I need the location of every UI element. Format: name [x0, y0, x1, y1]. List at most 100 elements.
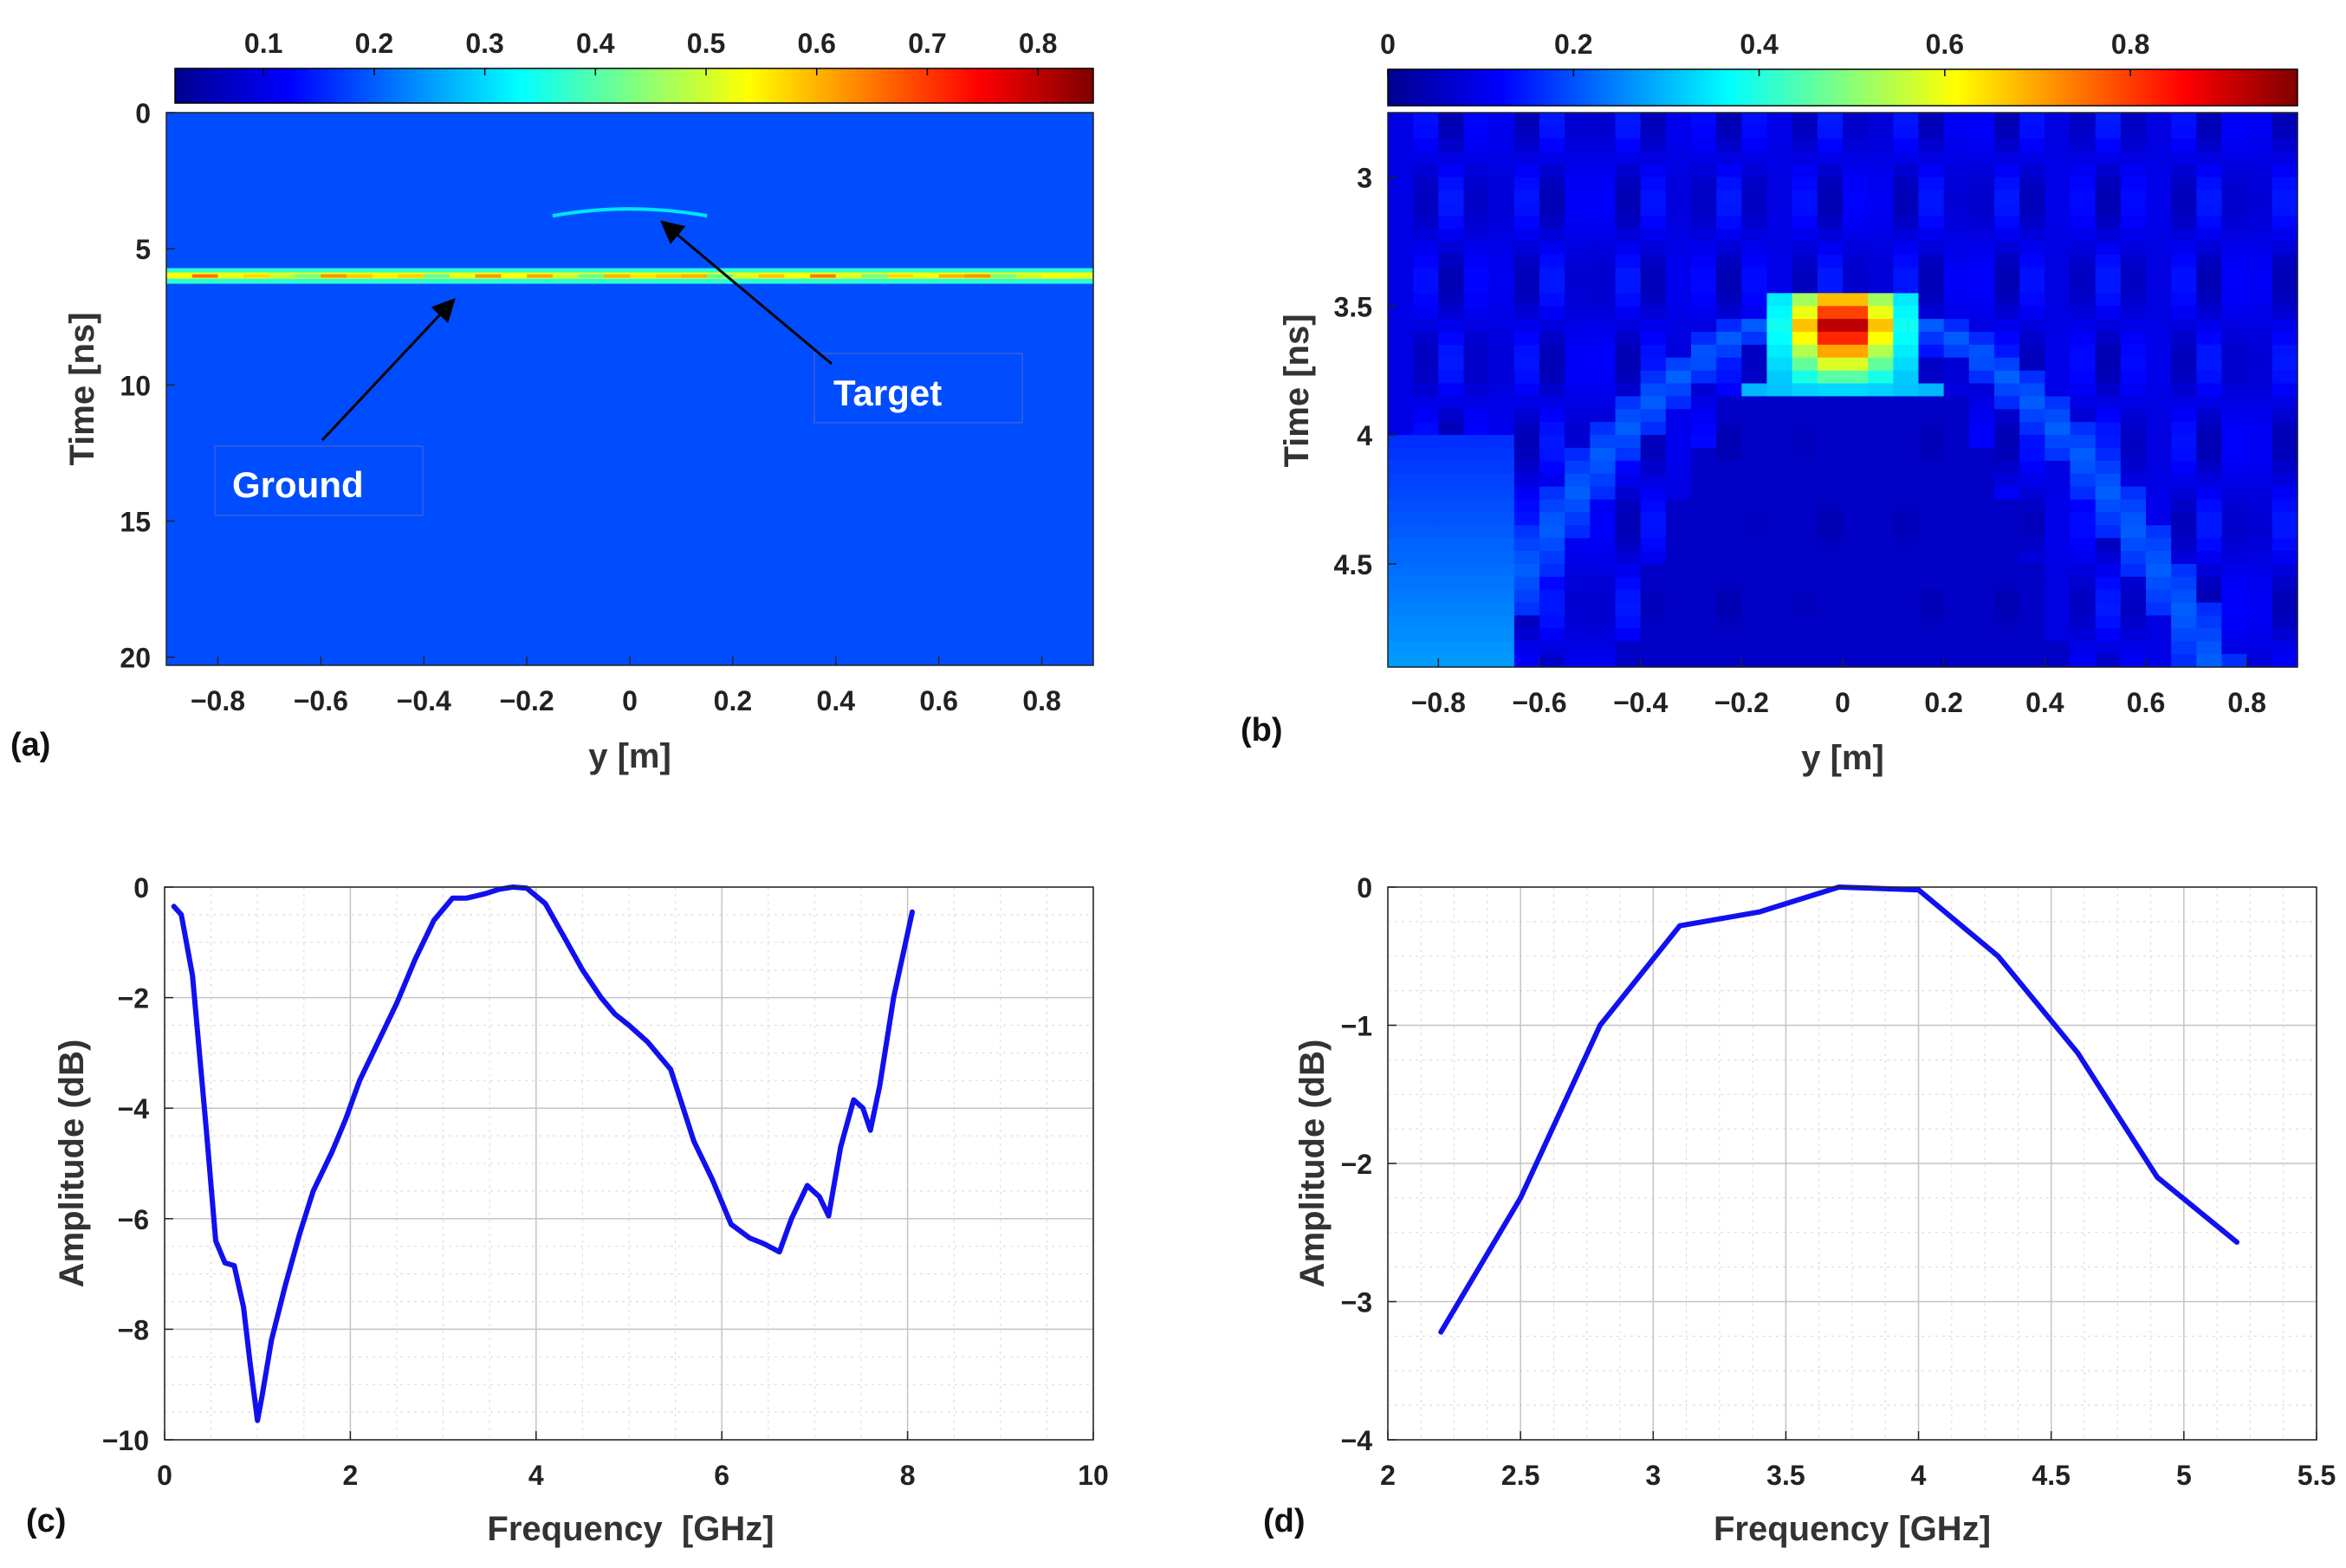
heatmap-cell	[1513, 525, 1540, 539]
heatmap-cell	[1665, 203, 1692, 217]
y-tick-label: −2	[118, 983, 149, 1014]
heatmap-cell	[1590, 344, 1617, 359]
heatmap-cell	[2171, 512, 2197, 526]
heatmap-cell	[2146, 216, 2172, 230]
heatmap-cell	[1943, 357, 1970, 372]
heatmap-cell	[1994, 641, 2020, 655]
colorbar-b-ticks: 0 0.2 0.4 0.6 0.8	[1380, 29, 2149, 76]
heatmap-cell	[1640, 563, 1667, 578]
heatmap-cell	[1766, 370, 1793, 385]
heatmap-cell	[1868, 370, 1894, 385]
heatmap-cell	[2146, 280, 2172, 294]
heatmap-cell	[1843, 460, 1869, 475]
heatmap-cell	[2221, 113, 2248, 126]
heatmap-cell	[1868, 615, 1894, 629]
heatmap-cell	[1691, 280, 1717, 294]
x-tick-label: −0.4	[397, 685, 451, 716]
heatmap-cell	[2120, 473, 2147, 488]
heatmap-cell	[2095, 177, 2122, 191]
heatmap-cell	[1615, 332, 1642, 346]
heatmap-cell	[2070, 460, 2096, 475]
heatmap-cell	[1691, 615, 1717, 629]
target-return	[552, 207, 708, 218]
y-tick-label: 3.5	[1334, 291, 1372, 322]
heatmap-cell	[2196, 525, 2223, 539]
heatmap-cell	[1843, 628, 1869, 642]
heatmap-cell	[1615, 113, 1642, 126]
heatmap-cell	[1438, 177, 1465, 191]
y-ticks-d: −4−3−2−10	[1341, 872, 1397, 1456]
heatmap-cell	[2246, 486, 2273, 501]
heatmap-cell	[2120, 190, 2147, 204]
heatmap-cell	[1893, 228, 1920, 243]
heatmap-cell	[1665, 447, 1692, 462]
heatmap-cell	[1817, 525, 1844, 539]
heatmap-cell	[1741, 409, 1768, 423]
heatmap-cell	[1943, 396, 1970, 410]
heatmap-cell	[1640, 177, 1667, 191]
heatmap-cell	[1413, 486, 1439, 501]
heatmap-cell	[1590, 460, 1617, 475]
heatmap-cell	[1868, 435, 1894, 449]
heatmap-cell	[2171, 203, 2197, 217]
heatmap-cell	[1994, 319, 2020, 333]
heatmap-cell	[1513, 306, 1540, 320]
heatmap-cell	[1463, 138, 1490, 152]
x-tick-label: 0.4	[817, 685, 856, 716]
heatmap-cell	[2271, 473, 2298, 488]
heatmap-cell	[1388, 615, 1414, 629]
heatmap-cell	[2271, 538, 2298, 552]
heatmap-cell	[1918, 151, 1945, 165]
heatmap-cell	[1513, 615, 1540, 629]
heatmap-cell	[2146, 357, 2172, 372]
heatmap-cell	[1893, 306, 1920, 320]
heatmap-cell	[1868, 332, 1894, 346]
heatmap-cell	[1539, 422, 1565, 436]
heatmap-cell	[2196, 125, 2223, 139]
heatmap-cell	[2070, 332, 2096, 346]
heatmap-cell	[1590, 332, 1617, 346]
heatmap-cell	[1565, 473, 1591, 488]
heatmap-cell	[1817, 602, 1844, 617]
heatmap-cell	[2196, 641, 2223, 655]
heatmap-cell	[2095, 138, 2122, 152]
heatmap-cell	[1691, 344, 1717, 359]
heatmap-cell	[2246, 563, 2273, 578]
heatmap-cell	[1565, 370, 1591, 385]
colorbar-tick-label: 0.4	[576, 28, 615, 59]
heatmap-cell	[2246, 267, 2273, 282]
heatmap-cell	[1640, 628, 1667, 642]
heatmap-cell	[1691, 396, 1717, 410]
heatmap-cell	[1716, 499, 1742, 513]
x-tick-label: −0.6	[294, 685, 348, 716]
heatmap-cell	[1665, 383, 1692, 398]
heatmap-cell	[1994, 280, 2020, 294]
heatmap-cell	[1893, 409, 1920, 423]
heatmap-cell	[1918, 551, 1945, 565]
heatmap-cell	[1994, 113, 2020, 126]
heatmap-cell	[1716, 512, 1742, 526]
heatmap-cell	[1817, 254, 1844, 269]
heatmap-cell	[2120, 383, 2147, 398]
heatmap-cell	[1766, 164, 1793, 178]
heatmap-cell	[2045, 357, 2071, 372]
heatmap-cell	[2196, 460, 2223, 475]
heatmap-cell	[2271, 563, 2298, 578]
heatmap-cell	[2271, 486, 2298, 501]
heatmap-cell	[1741, 113, 1768, 126]
heatmap-cell	[1665, 138, 1692, 152]
heatmap-cell	[1716, 460, 1742, 475]
heatmap-cell	[1665, 460, 1692, 475]
heatmap-cell	[2045, 332, 2071, 346]
heatmap-cell	[2196, 357, 2223, 372]
heatmap-cell	[2070, 409, 2096, 423]
heatmap-cell	[1817, 357, 1844, 372]
heatmap-cell	[1817, 486, 1844, 501]
heatmap-cell	[1968, 370, 1995, 385]
x-tick-label: 0.2	[1924, 687, 1962, 718]
heatmap-cell	[2146, 486, 2172, 501]
x-tick-label: 0.6	[2127, 687, 2165, 718]
heatmap-cell	[1868, 151, 1894, 165]
heatmap-cell	[1691, 254, 1717, 269]
heatmap-cell	[1817, 460, 1844, 475]
